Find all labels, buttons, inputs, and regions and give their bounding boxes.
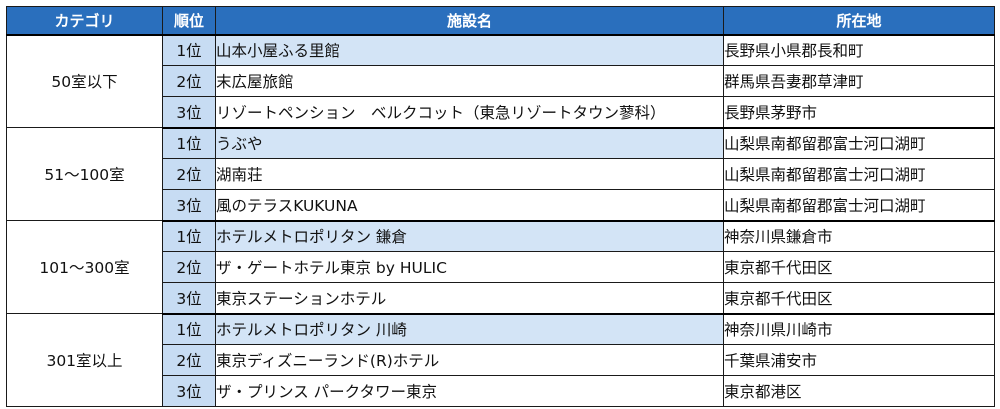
rank-cell: 3位 [162,189,216,222]
facility-cell: ホテルメトロポリタン 鎌倉 [215,220,724,252]
rank-cell: 3位 [162,282,216,315]
table-row: 2位 ザ・ゲートホテル東京 by HULIC 東京都千代田区 [7,251,995,283]
location-cell: 東京都千代田区 [723,251,995,283]
location-cell: 山梨県南都留郡富士河口湖町 [723,189,995,222]
rank-cell: 1位 [162,127,216,159]
table-row: 50室以下 1位 山本小屋ふる里館 長野県小県郡長和町 [6,33,995,128]
header-category: カテゴリ [6,6,163,35]
facility-cell: 山本小屋ふる里館 [215,33,724,66]
facility-cell: 東京ディズニーランド(R)ホテル [215,344,724,376]
rank-cell: 1位 [162,33,216,66]
table-row: 3位 リゾートペンション ベルクコット（東急リゾートタウン蓼科） 長野県茅野市 [7,96,995,129]
header-location: 所在地 [723,6,995,35]
header-facility: 施設名 [215,6,724,35]
location-cell: 長野県茅野市 [723,96,995,129]
table-row: 101～300室 1位 ホテルメトロポリタン 鎌倉 神奈川県鎌倉市 [6,220,995,314]
rank-cell: 2位 [162,344,216,376]
table-row: 2位 末広屋旅館 群馬県吾妻郡草津町 [7,65,995,97]
location-cell: 山梨県南都留郡富士河口湖町 [723,158,995,190]
table-row: 2位 東京ディズニーランド(R)ホテル 千葉県浦安市 [7,344,995,376]
location-cell: 長野県小県郡長和町 [723,33,995,66]
table-row: 3位 ザ・プリンス パークタワー東京 東京都港区 [7,375,995,407]
location-cell: 山梨県南都留郡富士河口湖町 [723,127,995,159]
facility-cell: 末広屋旅館 [215,65,724,97]
rank-cell: 2位 [162,65,216,97]
facility-cell: ザ・プリンス パークタワー東京 [215,375,724,407]
facility-cell: 湖南荘 [215,158,724,190]
ranking-table: カテゴリ 順位 施設名 所在地 50室以下 1位 山本小屋ふる里館 長野県小県郡… [6,6,995,407]
category-cell: 50室以下 [6,33,163,128]
table-body: 50室以下 1位 山本小屋ふる里館 長野県小県郡長和町 2位 末広屋旅館 群馬県… [6,33,995,407]
facility-cell: リゾートペンション ベルクコット（東急リゾートタウン蓼科） [215,96,724,129]
rank-cell: 2位 [162,158,216,190]
rank-cell: 1位 [162,313,216,345]
location-cell: 群馬県吾妻郡草津町 [723,65,995,97]
table-row: 3位 東京ステーションホテル 東京都千代田区 [7,282,995,315]
rank-cell: 3位 [162,96,216,129]
header-row: カテゴリ 順位 施設名 所在地 [6,6,995,35]
table-row: 301室以上 1位 ホテルメトロポリタン 川崎 神奈川県川崎市 [6,313,995,407]
rank-cell: 3位 [162,375,216,407]
facility-cell: 東京ステーションホテル [215,282,724,315]
rank-cell: 2位 [162,251,216,283]
location-cell: 東京都港区 [723,375,995,407]
facility-cell: ザ・ゲートホテル東京 by HULIC [215,251,724,283]
location-cell: 神奈川県鎌倉市 [723,220,995,252]
facility-cell: ホテルメトロポリタン 川崎 [215,313,724,345]
facility-cell: 風のテラスKUKUNA [215,189,724,222]
location-cell: 神奈川県川崎市 [723,313,995,345]
location-cell: 東京都千代田区 [723,282,995,315]
table-row: 3位 風のテラスKUKUNA 山梨県南都留郡富士河口湖町 [7,189,995,222]
header-rank: 順位 [162,6,216,35]
location-cell: 千葉県浦安市 [723,344,995,376]
category-cell: 101～300室 [6,220,163,314]
rank-cell: 1位 [162,220,216,252]
facility-cell: うぶや [215,127,724,159]
table-row: 51～100室 1位 うぶや 山梨県南都留郡富士河口湖町 [6,127,995,221]
category-cell: 301室以上 [6,313,163,407]
table-row: 2位 湖南荘 山梨県南都留郡富士河口湖町 [7,158,995,190]
category-cell: 51～100室 [6,127,163,221]
